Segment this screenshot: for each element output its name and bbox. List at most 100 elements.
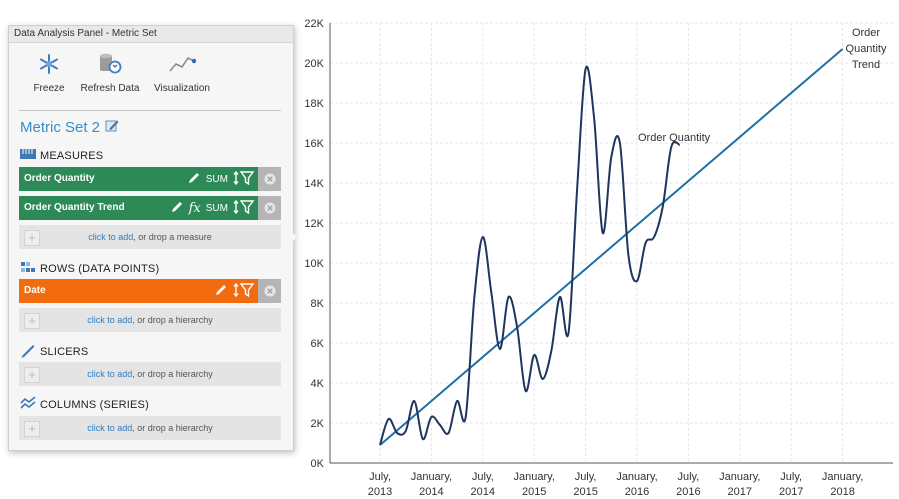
aggregate-label[interactable]: SUM	[205, 173, 228, 185]
slicers-label: SLICERS	[40, 345, 89, 358]
freeze-label: Freeze	[33, 83, 65, 94]
slicer-icon	[20, 342, 36, 361]
measure-name: Order Quantity	[24, 173, 95, 184]
function-icon[interactable]: fx	[188, 200, 201, 216]
column-dropzone[interactable]: + click to add, or drop a hierarchy	[19, 416, 281, 440]
panel-divider	[19, 110, 281, 111]
remove-icon[interactable]	[258, 279, 281, 303]
x-tick-label: 2014	[471, 486, 495, 498]
rows-section-header: ROWS (DATA POINTS)	[20, 260, 159, 277]
columns-section-header: COLUMNS (SERIES)	[20, 396, 149, 413]
pencil-icon[interactable]	[214, 283, 228, 300]
click-to-add-link[interactable]: click to add	[87, 369, 133, 379]
y-tick-label: 22K	[304, 18, 324, 30]
x-tick-label: 2017	[728, 486, 752, 498]
series-order-quantity-trend-line	[379, 48, 844, 446]
edit-pencil-icon[interactable]	[105, 118, 120, 137]
dropzone-hint: , or drop a hierarchy	[132, 369, 213, 379]
series-label-order-quantity-trend: Order	[852, 27, 880, 39]
y-tick-label: 12K	[304, 218, 324, 230]
plus-icon[interactable]: +	[24, 230, 40, 246]
rows-label: ROWS (DATA POINTS)	[40, 262, 160, 275]
measures-icon	[20, 149, 36, 162]
visualization-button[interactable]: Visualization	[150, 51, 214, 94]
dropzone-hint: , or drop a hierarchy	[132, 423, 213, 433]
x-tick-label: July,	[677, 471, 699, 483]
remove-icon[interactable]	[258, 167, 281, 191]
metric-set-title[interactable]: Metric Set 2	[20, 118, 120, 137]
refresh-data-button[interactable]: Refresh Data	[77, 51, 143, 94]
measures-label: MEASURES	[40, 149, 104, 162]
x-tick-label: 2015	[522, 486, 546, 498]
series-label-order-quantity: Order Quantity	[638, 132, 711, 144]
x-tick-label: July,	[780, 471, 802, 483]
series-order-quantity-line	[379, 65, 681, 446]
x-tick-label: January,	[616, 471, 657, 483]
metric-set-name: Metric Set 2	[20, 119, 101, 136]
click-to-add-link[interactable]: click to add	[88, 232, 134, 242]
y-tick-label: 4K	[311, 378, 325, 390]
sort-filter-icon[interactable]	[233, 199, 255, 217]
y-tick-label: 2K	[311, 418, 325, 430]
freeze-button[interactable]: Freeze	[31, 51, 67, 94]
x-tick-label: July,	[369, 471, 391, 483]
y-tick-label: 10K	[304, 258, 324, 270]
aggregate-label[interactable]: SUM	[205, 202, 228, 214]
panel-title: Data Analysis Panel - Metric Set	[9, 26, 293, 43]
y-tick-label: 16K	[304, 138, 324, 150]
data-analysis-panel: Data Analysis Panel - Metric Set Freeze	[8, 25, 294, 451]
measure-dropzone[interactable]: + click to add, or drop a measure	[19, 225, 281, 249]
sort-filter-icon[interactable]	[233, 282, 255, 300]
x-tick-label: 2015	[573, 486, 597, 498]
x-tick-label: January,	[719, 471, 760, 483]
x-tick-label: January,	[411, 471, 452, 483]
x-tick-label: 2013	[368, 486, 392, 498]
measure-order-quantity[interactable]: Order Quantity SUM	[19, 167, 281, 191]
refresh-data-label: Refresh Data	[80, 83, 140, 94]
x-tick-label: July,	[472, 471, 494, 483]
x-tick-label: 2016	[625, 486, 649, 498]
data-points-icon	[20, 260, 36, 277]
panel-toolbar: Freeze Refresh Data Visualization	[9, 43, 293, 119]
y-tick-label: 18K	[304, 98, 324, 110]
series-label-order-quantity-trend: Trend	[852, 59, 880, 71]
click-to-add-link[interactable]: click to add	[87, 423, 133, 433]
panel-pointer	[291, 231, 297, 243]
y-tick-label: 20K	[304, 58, 324, 70]
x-tick-label: January,	[514, 471, 555, 483]
dropzone-hint: , or drop a measure	[133, 232, 212, 242]
pencil-icon[interactable]	[187, 171, 201, 188]
visualization-label: Visualization	[154, 83, 210, 94]
slicers-section-header: SLICERS	[20, 342, 88, 361]
x-tick-label: January,	[822, 471, 863, 483]
remove-icon[interactable]	[258, 196, 281, 220]
series-label-order-quantity-trend: Quantity	[846, 43, 887, 55]
refresh-data-icon	[77, 51, 143, 77]
sort-filter-icon[interactable]	[233, 170, 255, 188]
snowflake-icon	[31, 51, 67, 77]
measure-order-quantity-trend[interactable]: Order Quantity Trend fx SUM	[19, 196, 281, 220]
line-chart-icon	[150, 51, 214, 77]
x-tick-label: 2014	[419, 486, 443, 498]
plus-icon[interactable]: +	[24, 421, 40, 437]
series-icon	[20, 396, 36, 413]
plus-icon[interactable]: +	[24, 313, 40, 329]
row-date[interactable]: Date	[19, 279, 281, 303]
slicer-dropzone[interactable]: + click to add, or drop a hierarchy	[19, 362, 281, 386]
dropzone-hint: , or drop a hierarchy	[132, 315, 213, 325]
x-tick-label: 2018	[830, 486, 854, 498]
measure-name: Order Quantity Trend	[24, 202, 125, 213]
plus-icon[interactable]: +	[24, 367, 40, 383]
measures-section-header: MEASURES	[20, 149, 103, 162]
row-dropzone[interactable]: + click to add, or drop a hierarchy	[19, 308, 281, 332]
y-tick-label: 8K	[311, 298, 325, 310]
pencil-icon[interactable]	[170, 200, 184, 217]
y-tick-label: 6K	[311, 338, 325, 350]
columns-label: COLUMNS (SERIES)	[40, 398, 149, 411]
row-name: Date	[24, 285, 46, 296]
x-tick-label: 2017	[779, 486, 803, 498]
x-tick-label: July,	[575, 471, 597, 483]
click-to-add-link[interactable]: click to add	[87, 315, 133, 325]
x-tick-label: 2016	[676, 486, 700, 498]
